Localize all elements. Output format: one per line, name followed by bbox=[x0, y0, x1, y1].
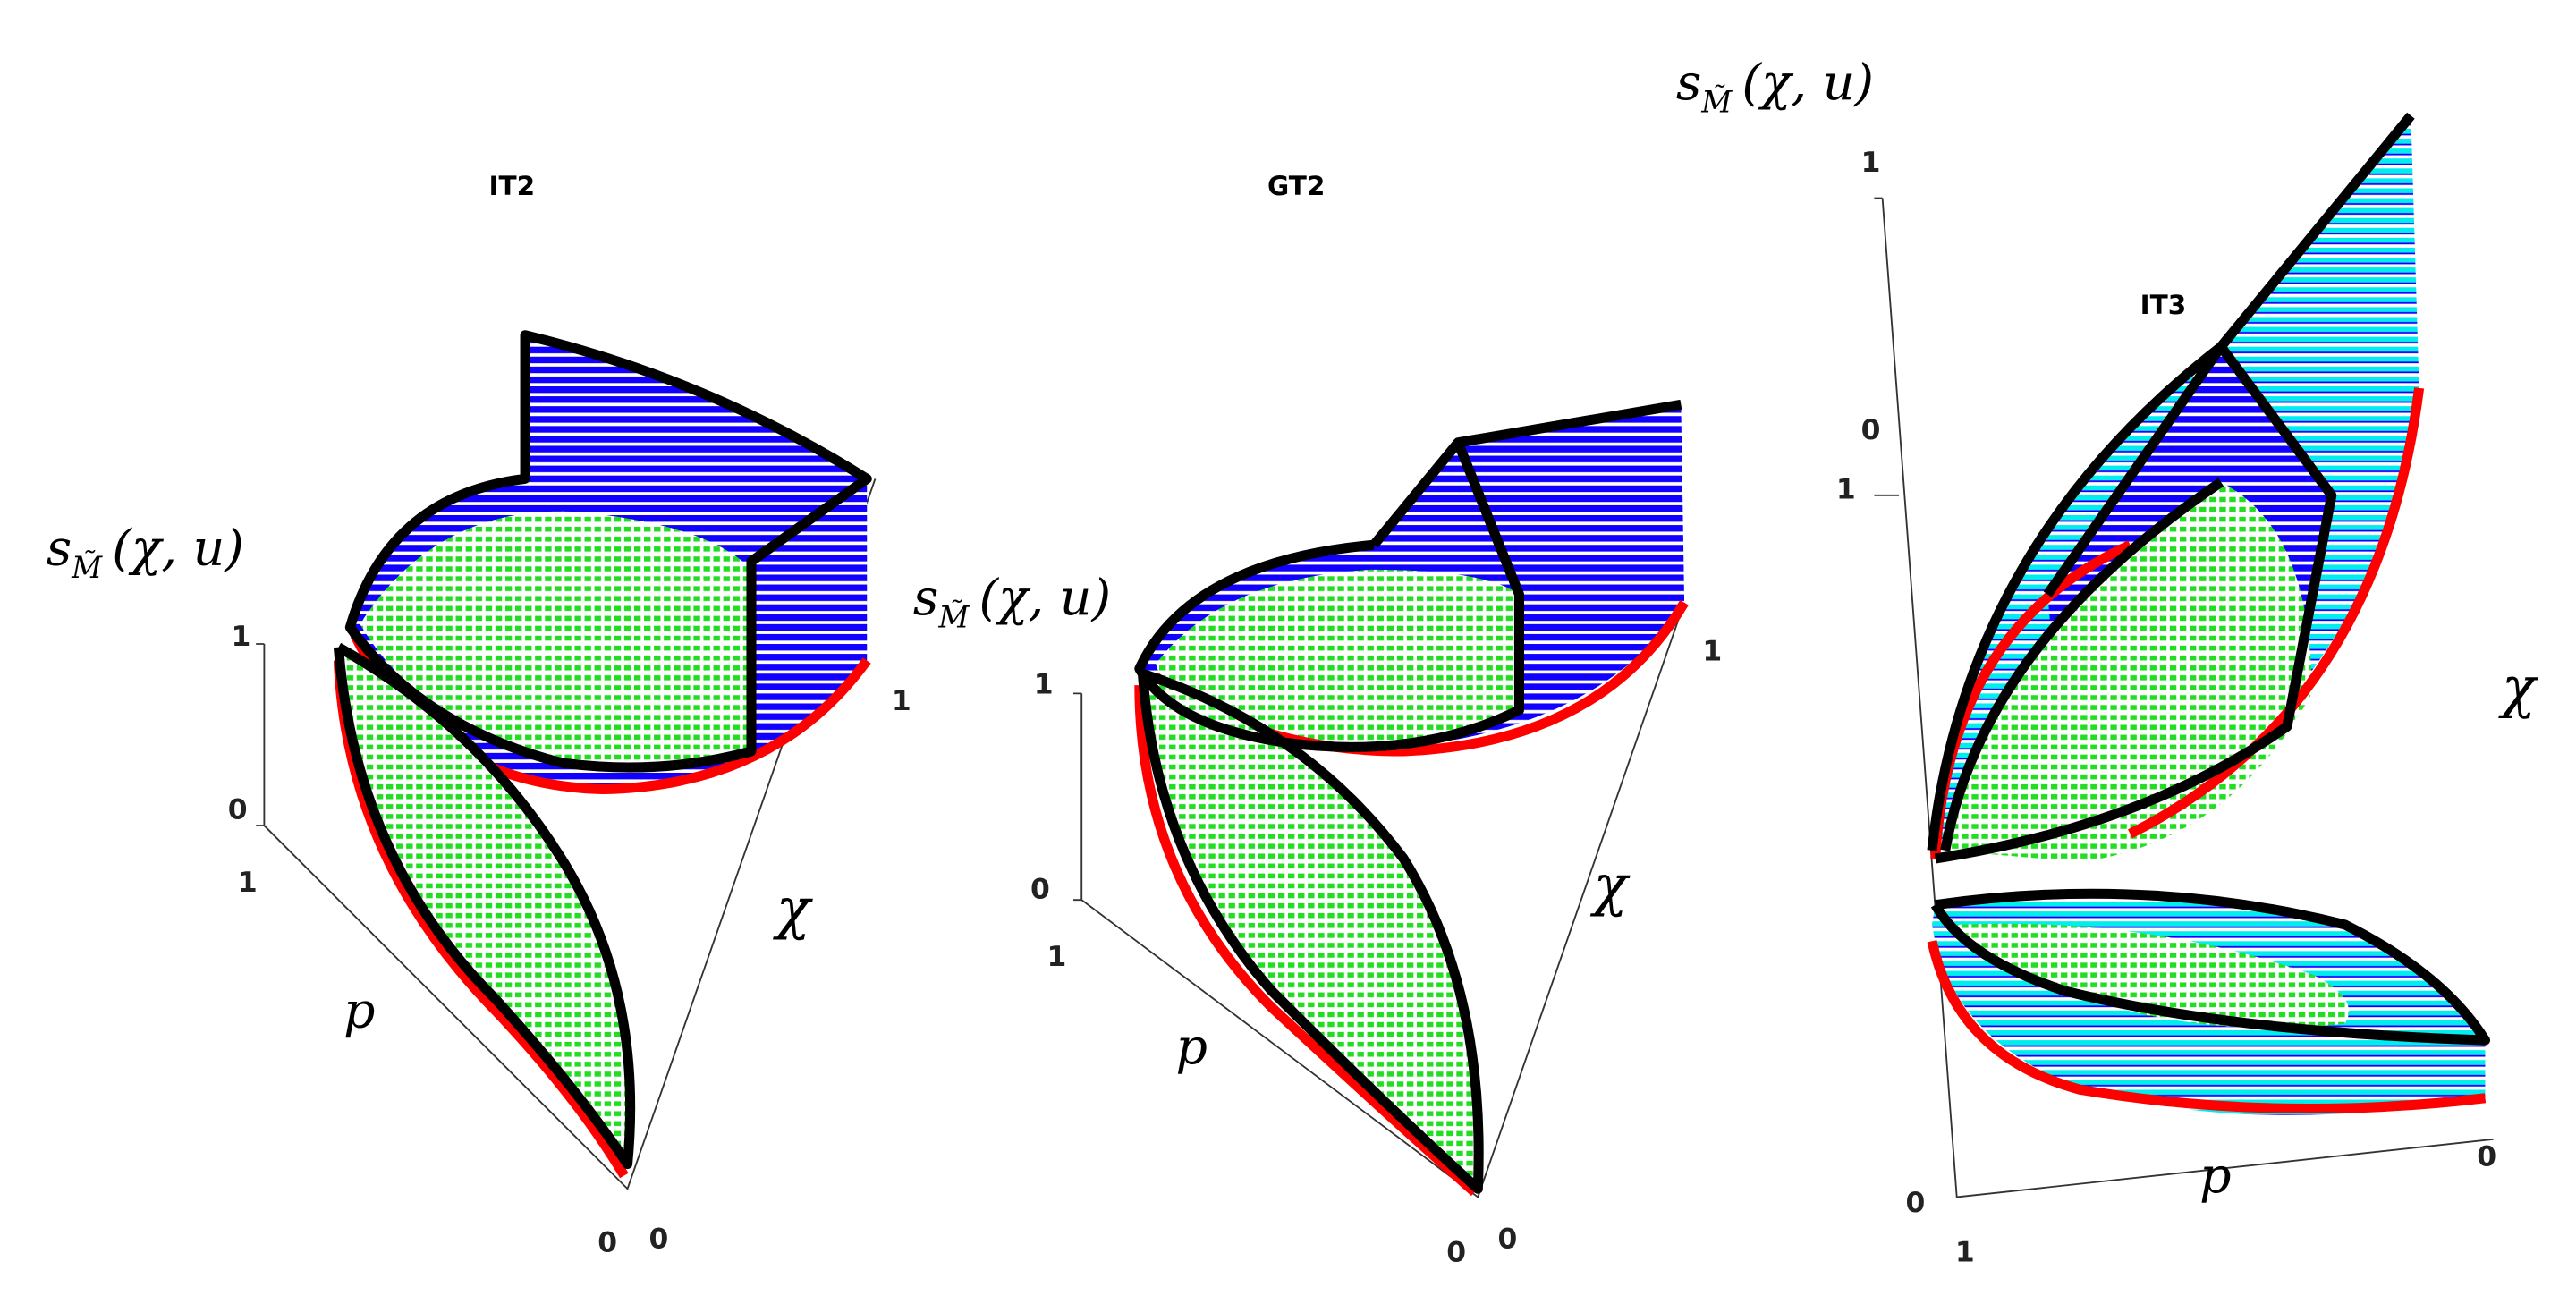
z-tick: 1 bbox=[1034, 668, 1054, 700]
p-tick: 0 bbox=[1446, 1236, 1466, 1268]
axes bbox=[1874, 197, 2494, 1198]
p-tick: 0 bbox=[597, 1226, 617, 1258]
chi-tick: 1 bbox=[1702, 635, 1722, 667]
z-axis-label: sM̃ (χ, u) bbox=[913, 570, 1111, 635]
z-axis-label: sM̃ (χ, u) bbox=[47, 520, 244, 585]
surface-inner bbox=[1156, 569, 1520, 748]
outline bbox=[1134, 399, 1682, 1194]
panel-it3: IT3 sM̃ (χ, u) 1 0 0 1 1 0 p χ bbox=[1676, 55, 2539, 1269]
surface-inner bbox=[360, 511, 751, 768]
panel-gt2: GT2 sM̃ (χ, u) 1 0 1 0 0 1 p χ bbox=[913, 171, 1722, 1269]
p-tick: 1 bbox=[1046, 941, 1066, 973]
axes bbox=[1073, 602, 1685, 1198]
z-tick: 0 bbox=[228, 794, 248, 826]
p-axis-label: p bbox=[2199, 1147, 2231, 1205]
z-tick: 1 bbox=[1861, 147, 1881, 179]
chi-tick: 1 bbox=[1836, 474, 1856, 506]
surface-leaf-inner bbox=[1956, 923, 2350, 1029]
p-tick: 1 bbox=[1955, 1236, 1975, 1268]
z-tick: 0 bbox=[1861, 414, 1881, 446]
surface-leaf bbox=[1142, 673, 1479, 1190]
chi-tick: 1 bbox=[892, 685, 911, 717]
z-tick: 0 bbox=[1030, 873, 1050, 905]
panel-title: IT2 bbox=[488, 171, 535, 201]
z-tick: 1 bbox=[231, 621, 250, 653]
p-tick: 0 bbox=[2477, 1140, 2496, 1173]
panel-title: IT3 bbox=[2140, 290, 2187, 320]
p-axis-label: p bbox=[343, 982, 375, 1039]
p-tick: 1 bbox=[238, 867, 258, 899]
panel-title: GT2 bbox=[1267, 171, 1325, 201]
p-axis-label: p bbox=[1175, 1019, 1207, 1076]
z-axis-label: sM̃ (χ, u) bbox=[1676, 55, 1874, 120]
axes bbox=[256, 478, 877, 1190]
chi-tick: 0 bbox=[1497, 1224, 1517, 1256]
chi-axis-label: χ bbox=[773, 876, 814, 942]
leaf-curve bbox=[333, 660, 629, 1179]
surface-leaf bbox=[338, 652, 631, 1164]
chi-tick: 0 bbox=[1905, 1187, 1925, 1219]
panel-it2: IT2 sM̃ (χ, u) 1 0 1 0 0 1 p χ bbox=[47, 171, 911, 1259]
leaf-curve bbox=[1134, 685, 1479, 1197]
outline bbox=[1927, 112, 2490, 1046]
chi-tick: 0 bbox=[649, 1224, 669, 1256]
outline bbox=[333, 330, 872, 1170]
chi-axis-label: χ bbox=[1590, 853, 1631, 919]
chi-axis-label: χ bbox=[2498, 655, 2539, 720]
leaf-curve bbox=[1927, 940, 2487, 1114]
